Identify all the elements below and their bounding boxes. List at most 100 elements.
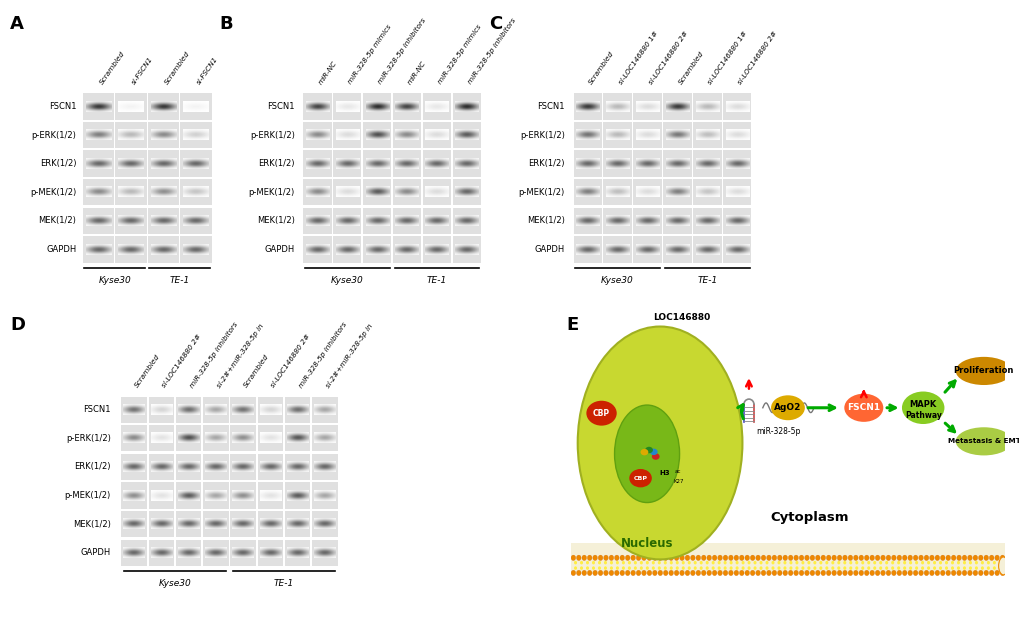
Bar bbox=[662, 150, 691, 177]
Ellipse shape bbox=[760, 570, 765, 576]
Ellipse shape bbox=[706, 555, 711, 561]
Ellipse shape bbox=[609, 566, 612, 570]
Ellipse shape bbox=[750, 570, 754, 576]
Bar bbox=[392, 122, 421, 148]
Text: Kyse30: Kyse30 bbox=[600, 276, 634, 285]
Ellipse shape bbox=[908, 566, 911, 570]
Text: GAPDH: GAPDH bbox=[81, 548, 111, 557]
Ellipse shape bbox=[717, 570, 721, 576]
Ellipse shape bbox=[701, 555, 705, 561]
Ellipse shape bbox=[998, 566, 1001, 570]
Ellipse shape bbox=[863, 570, 868, 576]
Bar bbox=[722, 122, 751, 148]
Bar bbox=[83, 150, 114, 177]
Ellipse shape bbox=[636, 555, 640, 561]
Ellipse shape bbox=[988, 570, 993, 576]
Ellipse shape bbox=[711, 570, 716, 576]
Bar bbox=[603, 122, 631, 148]
Ellipse shape bbox=[646, 555, 651, 561]
Ellipse shape bbox=[628, 566, 631, 570]
Ellipse shape bbox=[825, 570, 830, 576]
Text: si-LOC146880 1#: si-LOC146880 1# bbox=[706, 30, 748, 85]
Ellipse shape bbox=[776, 561, 780, 565]
Ellipse shape bbox=[974, 561, 977, 565]
Ellipse shape bbox=[693, 561, 696, 565]
Ellipse shape bbox=[587, 555, 591, 561]
Ellipse shape bbox=[675, 561, 678, 565]
Ellipse shape bbox=[744, 570, 749, 576]
Text: p-MEK(1/2): p-MEK(1/2) bbox=[64, 491, 111, 500]
Ellipse shape bbox=[809, 555, 814, 561]
Ellipse shape bbox=[961, 555, 966, 561]
Ellipse shape bbox=[897, 561, 900, 565]
Ellipse shape bbox=[926, 566, 929, 570]
Bar bbox=[312, 397, 337, 423]
Ellipse shape bbox=[722, 566, 726, 570]
Text: miR-328-5p inhibitors: miR-328-5p inhibitors bbox=[189, 321, 238, 389]
Ellipse shape bbox=[728, 570, 733, 576]
Text: si-2#+miR-328-5p in: si-2#+miR-328-5p in bbox=[216, 322, 264, 389]
Bar bbox=[693, 122, 720, 148]
Text: p-ERK(1/2): p-ERK(1/2) bbox=[32, 131, 76, 139]
Ellipse shape bbox=[837, 561, 840, 565]
Ellipse shape bbox=[690, 555, 695, 561]
Ellipse shape bbox=[825, 555, 830, 561]
Bar bbox=[333, 150, 361, 177]
Bar bbox=[423, 150, 450, 177]
Text: Scrambled: Scrambled bbox=[163, 50, 191, 85]
Ellipse shape bbox=[735, 561, 738, 565]
Bar bbox=[573, 93, 601, 119]
Ellipse shape bbox=[896, 570, 901, 576]
Bar bbox=[83, 93, 114, 119]
Bar bbox=[115, 93, 147, 119]
Bar bbox=[603, 150, 631, 177]
Ellipse shape bbox=[884, 566, 888, 570]
Ellipse shape bbox=[776, 570, 782, 576]
Text: p-ERK(1/2): p-ERK(1/2) bbox=[66, 434, 111, 443]
Ellipse shape bbox=[874, 555, 879, 561]
Ellipse shape bbox=[902, 570, 906, 576]
Bar bbox=[148, 179, 179, 206]
Ellipse shape bbox=[854, 566, 857, 570]
Text: p-MEK(1/2): p-MEK(1/2) bbox=[519, 188, 565, 197]
Bar bbox=[633, 93, 661, 119]
Ellipse shape bbox=[944, 566, 947, 570]
Bar bbox=[149, 482, 174, 509]
Ellipse shape bbox=[645, 561, 648, 565]
Ellipse shape bbox=[891, 570, 896, 576]
Ellipse shape bbox=[951, 555, 955, 561]
Bar bbox=[693, 93, 720, 119]
Ellipse shape bbox=[986, 561, 989, 565]
Bar bbox=[230, 454, 256, 480]
Ellipse shape bbox=[636, 570, 640, 576]
Bar bbox=[284, 454, 310, 480]
Ellipse shape bbox=[955, 357, 1011, 385]
Ellipse shape bbox=[685, 570, 689, 576]
Ellipse shape bbox=[585, 561, 588, 565]
Bar bbox=[573, 207, 601, 234]
Ellipse shape bbox=[820, 555, 824, 561]
Ellipse shape bbox=[701, 570, 705, 576]
Ellipse shape bbox=[872, 566, 875, 570]
Ellipse shape bbox=[878, 561, 881, 565]
Ellipse shape bbox=[934, 555, 938, 561]
Ellipse shape bbox=[961, 570, 966, 576]
Ellipse shape bbox=[620, 555, 624, 561]
Text: miR-328-5p mimics: miR-328-5p mimics bbox=[346, 24, 392, 85]
Ellipse shape bbox=[863, 555, 868, 561]
Bar bbox=[303, 179, 331, 206]
Ellipse shape bbox=[972, 570, 976, 576]
Bar bbox=[115, 179, 147, 206]
Ellipse shape bbox=[598, 570, 602, 576]
Bar bbox=[148, 122, 179, 148]
Bar bbox=[452, 236, 481, 262]
Ellipse shape bbox=[608, 555, 613, 561]
Ellipse shape bbox=[764, 566, 767, 570]
Ellipse shape bbox=[668, 555, 673, 561]
Ellipse shape bbox=[848, 555, 852, 561]
Ellipse shape bbox=[706, 570, 711, 576]
Ellipse shape bbox=[633, 561, 636, 565]
Ellipse shape bbox=[1000, 555, 1004, 561]
Ellipse shape bbox=[699, 566, 702, 570]
Ellipse shape bbox=[741, 561, 744, 565]
